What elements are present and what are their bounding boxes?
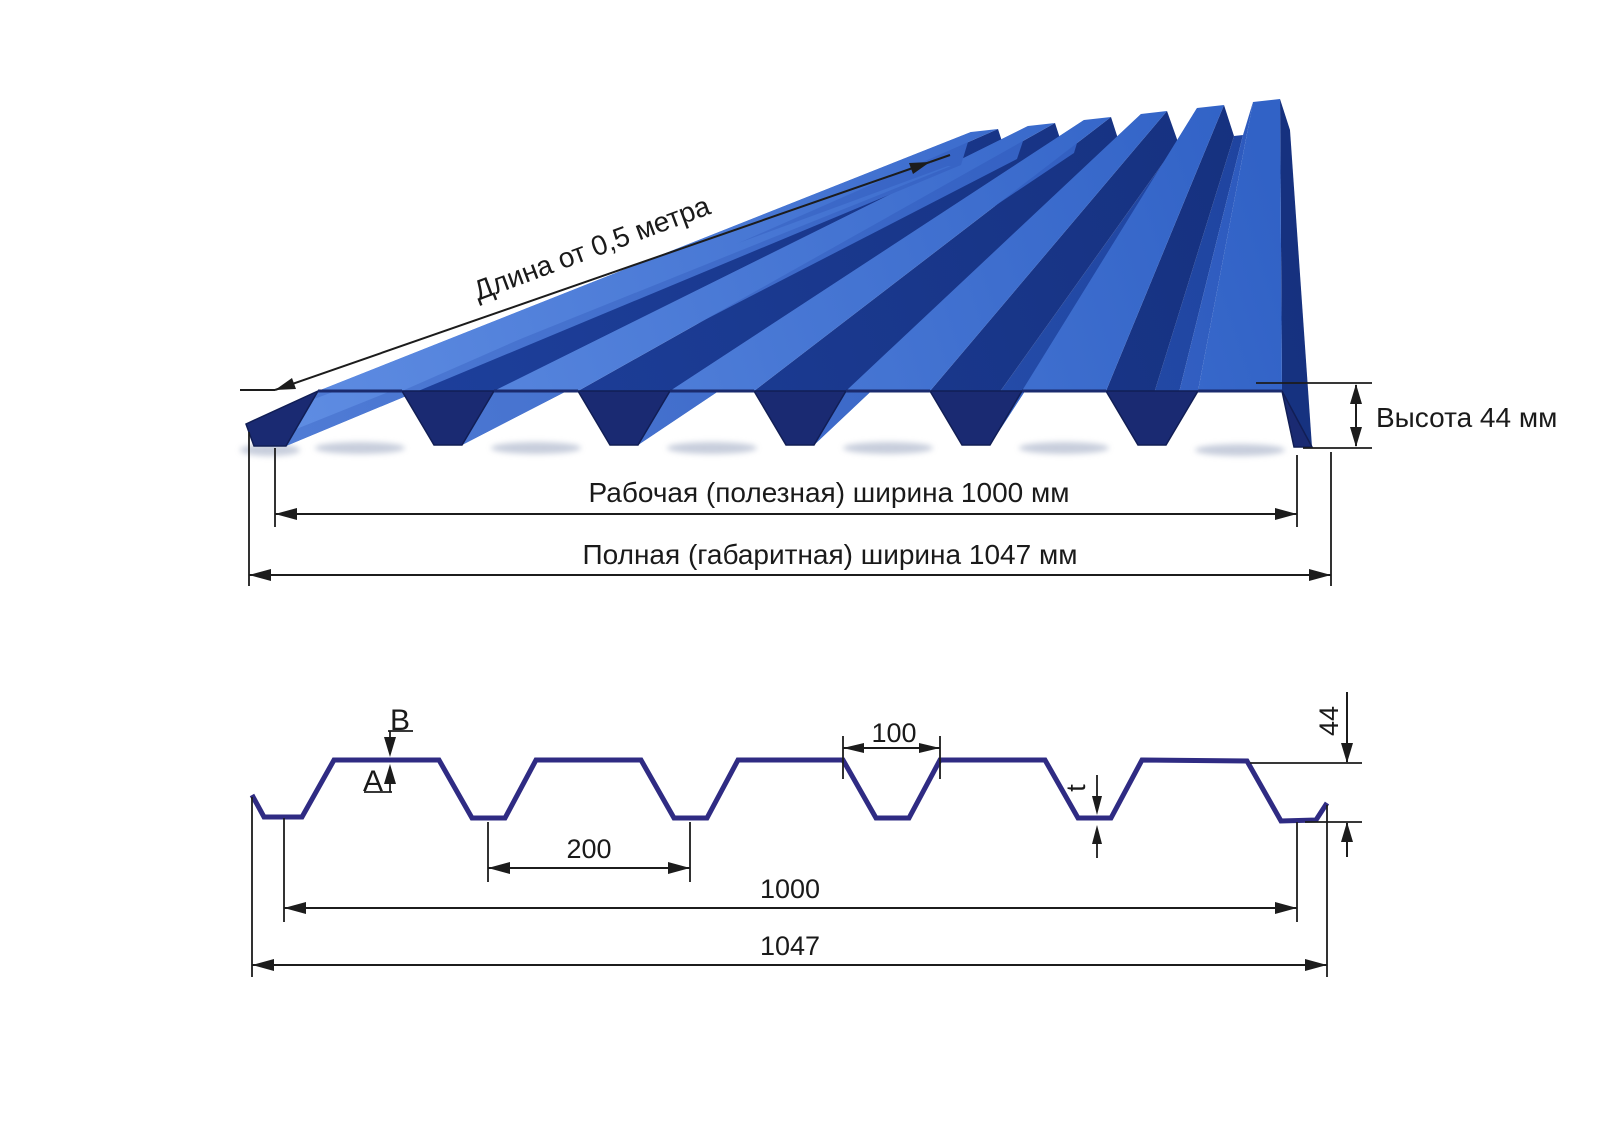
dim-overall-width-3d: Полная (габаритная) ширина 1047 мм bbox=[248, 432, 1332, 586]
label-t: t bbox=[1061, 784, 1091, 792]
dim-1047-value: 1047 bbox=[760, 931, 820, 961]
dim-1000-value: 1000 bbox=[760, 874, 820, 904]
working-width-label: Рабочая (полезная) ширина 1000 мм bbox=[589, 477, 1070, 508]
dim-working-width-3d: Рабочая (полезная) ширина 1000 мм bbox=[274, 448, 1298, 527]
label-a: A bbox=[363, 765, 383, 798]
dim-200: 200 bbox=[487, 822, 691, 882]
rib-lit-faces bbox=[246, 99, 1282, 446]
dim-200-value: 200 bbox=[566, 834, 611, 864]
dim-b: B bbox=[384, 704, 413, 757]
dim-100: 100 bbox=[842, 718, 941, 779]
front-cut-faces bbox=[245, 389, 1314, 448]
profile-outline bbox=[249, 757, 1330, 824]
label-b: B bbox=[390, 704, 410, 737]
dim-1000: 1000 bbox=[283, 818, 1298, 922]
height-label: Высота 44 мм bbox=[1376, 402, 1557, 433]
dim-44: 44 bbox=[1250, 692, 1362, 857]
sheet-3d bbox=[240, 99, 1314, 456]
dim-a: A bbox=[363, 764, 396, 798]
sheet-shadow bbox=[240, 442, 1285, 456]
dim-100-value: 100 bbox=[871, 718, 916, 748]
dim-t: t bbox=[1061, 775, 1102, 858]
overall-width-label: Полная (габаритная) ширина 1047 мм bbox=[583, 539, 1078, 570]
dim-44-value: 44 bbox=[1314, 706, 1344, 736]
cross-section: B A 100 200 bbox=[249, 692, 1362, 977]
dim-1047: 1047 bbox=[251, 797, 1328, 977]
dim-height-3d: Высота 44 мм bbox=[1256, 382, 1557, 449]
